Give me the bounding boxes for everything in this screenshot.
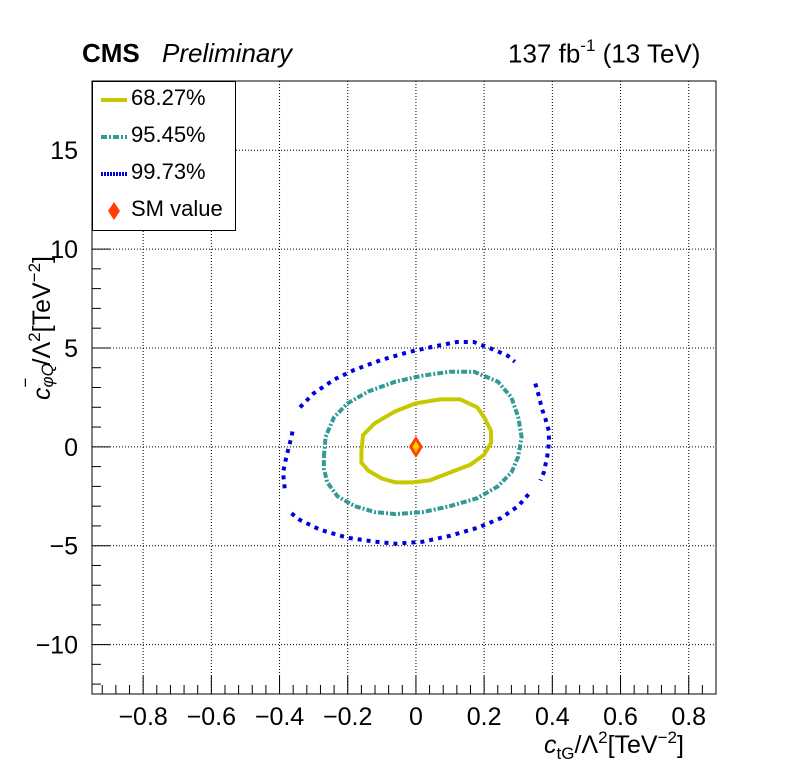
contour-99-73pct <box>298 340 517 409</box>
legend-marker-95 <box>101 135 127 139</box>
legend-entry-95: 95.45% <box>93 119 235 155</box>
sm-marker-inner <box>412 440 420 453</box>
legend-label-sm: SM value <box>131 196 223 221</box>
status-label: Preliminary <box>162 38 293 68</box>
contour-99-73pct <box>281 426 296 489</box>
y-tick-label: 15 <box>50 137 78 165</box>
y-tick-label: −5 <box>49 533 78 561</box>
y-tick-label: 5 <box>64 335 78 363</box>
legend-label-95: 95.45% <box>131 122 206 147</box>
legend: 68.27% 95.45% 99.73% SM value <box>92 81 236 231</box>
experiment-label: CMS <box>82 38 140 68</box>
legend-entry-68: 68.27% <box>93 82 235 118</box>
energy-text: (13 TeV) <box>595 38 701 69</box>
y-tick-label: 0 <box>64 434 78 462</box>
y-tick-label: 10 <box>50 236 78 264</box>
contours <box>281 340 551 546</box>
contour-95-45pct <box>321 369 524 517</box>
lumi-text: 137 fb <box>508 38 581 69</box>
legend-marker-sm <box>108 202 120 220</box>
legend-label-68: 68.27% <box>131 85 206 110</box>
x-tick-label: 0.2 <box>467 703 502 731</box>
x-tick-label: −0.8 <box>118 703 167 731</box>
luminosity-label: 137 fb-1 (13 TeV) <box>508 36 701 70</box>
legend-marker-68 <box>101 98 127 102</box>
tick-labels: −0.8 −0.6 −0.4 −0.2 0 0.2 0.4 0.6 0.8 −10 −5 0 5 10 15 <box>36 137 707 731</box>
legend-entry-sm: SM value <box>93 193 235 229</box>
y-axis-title: c − φQ/Λ2[TeV−2] <box>16 256 57 400</box>
legend-marker-99 <box>101 172 127 176</box>
x-tick-label: 0.6 <box>603 703 638 731</box>
legend-label-99: 99.73% <box>131 159 206 184</box>
contour-99-73pct <box>288 492 531 546</box>
lumi-sup: -1 <box>580 36 596 55</box>
x-tick-label: 0.8 <box>671 703 706 731</box>
x-tick-label: −0.6 <box>187 703 236 731</box>
contour-68-27pct <box>359 397 493 485</box>
x-tick-label: −0.2 <box>323 703 372 731</box>
x-tick-label: 0 <box>409 703 423 731</box>
legend-entry-99: 99.73% <box>93 156 235 192</box>
x-axis-title: ctG/Λ2[TeV−2] <box>544 728 684 763</box>
x-tick-label: −0.4 <box>255 703 304 731</box>
axis-ticks <box>92 90 717 694</box>
x-tick-label: 0.4 <box>535 703 570 731</box>
y-tick-label: −10 <box>36 632 78 660</box>
